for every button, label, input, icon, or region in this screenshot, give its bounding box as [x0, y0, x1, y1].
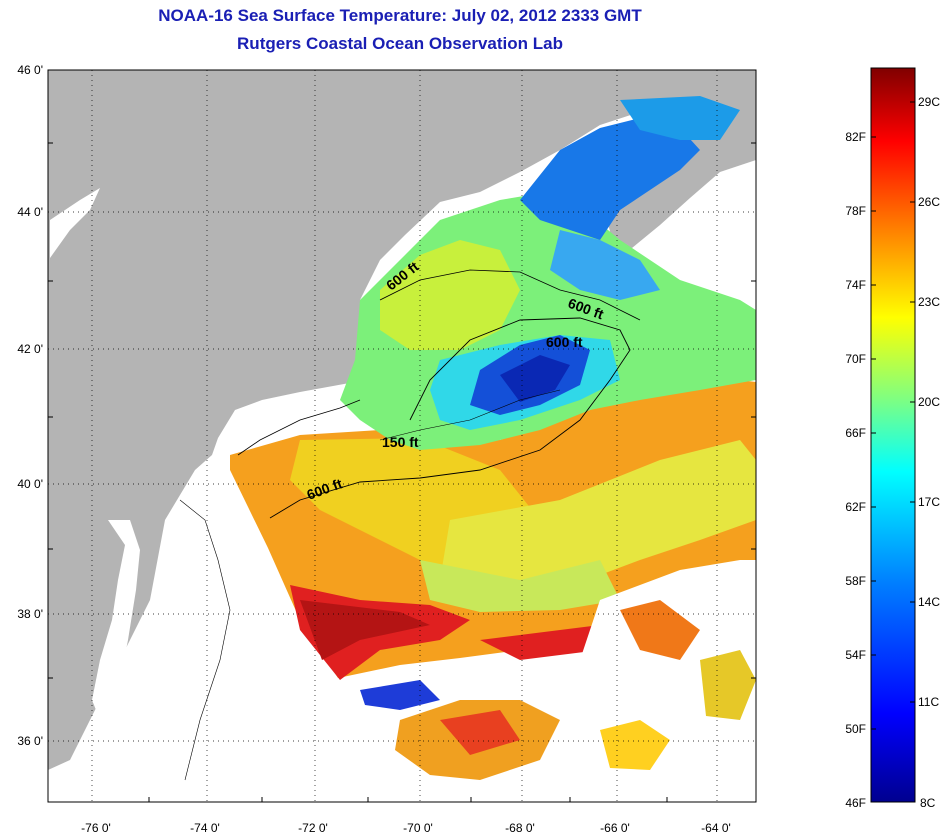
lon-label: -72 0' [298, 821, 328, 835]
colorbar-f-label: 46F [845, 796, 866, 810]
lat-label: 36 0' [17, 734, 43, 748]
colorbar-c-label: 14C [918, 595, 940, 609]
lat-label: 44 0' [17, 205, 43, 219]
colorbar-c-label: 11C [918, 695, 939, 709]
land-mass [48, 70, 756, 770]
lat-label: 38 0' [17, 607, 43, 621]
lon-label: -76 0' [81, 821, 111, 835]
colorbar-fahrenheit-scale: 82F 78F 74F 70F 66F 62F 58F 54F 50F 46F [845, 130, 866, 810]
longitude-axis: -76 0' -74 0' -72 0' -70 0' -68 0' -66 0… [81, 821, 731, 835]
lon-label: -68 0' [505, 821, 535, 835]
map-panel [48, 70, 756, 802]
contour-label: 150 ft [382, 434, 419, 450]
colorbar-f-label: 82F [845, 130, 866, 144]
map-title: NOAA-16 Sea Surface Temperature: July 02… [158, 6, 642, 25]
lon-label: -70 0' [403, 821, 433, 835]
colorbar-f-label: 50F [845, 722, 866, 736]
lat-label: 46 0' [17, 63, 43, 77]
contour-label: 600 ft [546, 334, 583, 350]
colorbar-c-label: 23C [918, 295, 940, 309]
map-gridlines [48, 70, 756, 802]
isobath-600ft-contour [269, 317, 631, 519]
chesapeake-bay [92, 520, 140, 720]
lat-label: 42 0' [17, 342, 43, 356]
colorbar-f-label: 70F [845, 352, 866, 366]
map-subtitle: Rutgers Coastal Ocean Observation Lab [237, 34, 563, 53]
delaware-bay [176, 502, 205, 548]
colorbar-c-label: 29C [918, 95, 940, 109]
colorbar-celsius-scale: 29C 26C 23C 20C 17C 14C 11C 8C [918, 95, 940, 810]
colorbar-c-label: 20C [918, 395, 940, 409]
colorbar-c-label: 26C [918, 195, 940, 209]
colorbar-c-label: 8C [920, 796, 936, 810]
colorbar-f-label: 62F [845, 500, 866, 514]
lon-label: -74 0' [190, 821, 220, 835]
colorbar [870, 67, 916, 803]
lon-label: -64 0' [701, 821, 731, 835]
colorbar-c-label: 17C [918, 495, 940, 509]
colorbar-f-label: 78F [845, 204, 866, 218]
colorbar-f-label: 58F [845, 574, 866, 588]
colorbar-f-label: 54F [845, 648, 866, 662]
lat-label: 40 0' [17, 477, 43, 491]
latitude-axis: 46 0' 44 0' 42 0' 40 0' 38 0' 36 0' [17, 63, 43, 748]
lon-label: -66 0' [600, 821, 630, 835]
colorbar-f-label: 74F [845, 278, 866, 292]
map-frame [47, 69, 757, 803]
colorbar-f-label: 66F [845, 426, 866, 440]
